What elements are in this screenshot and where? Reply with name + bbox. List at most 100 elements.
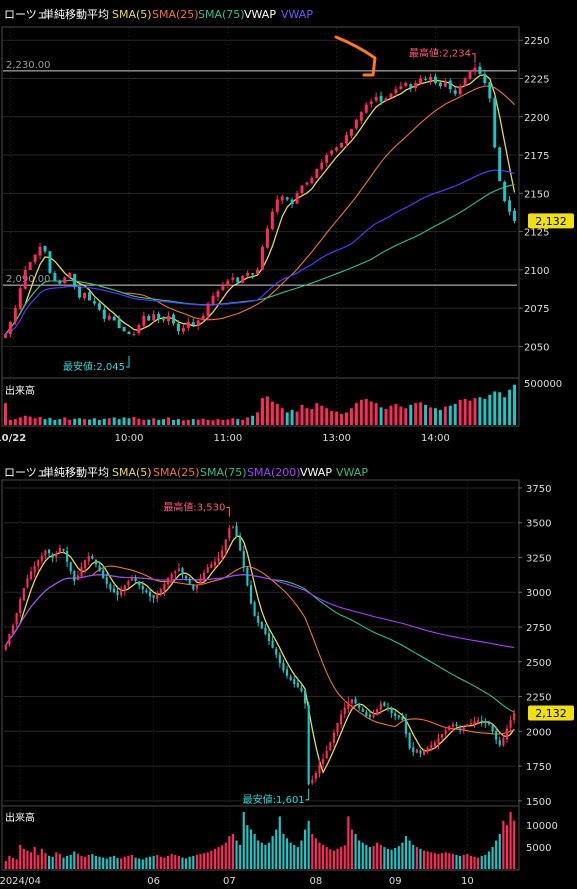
daily-volume-bar — [368, 847, 372, 869]
daily-candle — [448, 725, 451, 731]
intraday-candle — [409, 84, 413, 88]
daily-candle — [350, 699, 354, 704]
intraday-legend-sma5: SMA(5) — [112, 8, 152, 21]
intraday-volume-bar — [73, 418, 77, 425]
daily-candle — [358, 703, 361, 708]
intraday-reference-label: 2,230.00 — [6, 60, 51, 71]
daily-volume-bar — [47, 855, 51, 869]
intraday-volume-bar — [68, 419, 72, 425]
daily-candle — [513, 712, 516, 720]
intraday-candle — [127, 331, 131, 335]
daily-candle — [332, 732, 335, 744]
intraday-header: ローツェ 単純移動平均 SMA(5) SMA(25) SMA(75) VWAP … — [4, 7, 313, 21]
daily-candle — [217, 557, 220, 561]
daily-candle — [397, 715, 400, 718]
daily-volume-bar — [495, 840, 498, 869]
daily-candle — [372, 714, 375, 718]
intraday-volume-bar — [181, 420, 185, 425]
intraday-low-marker — [126, 356, 130, 368]
daily-candle — [347, 702, 350, 709]
daily-volume-bar — [192, 855, 195, 869]
daily-volume-bar — [213, 848, 217, 869]
intraday-candle — [43, 246, 47, 252]
intraday-candle — [335, 147, 339, 151]
intraday-candle — [186, 321, 190, 328]
intraday-volume-bar — [23, 415, 27, 425]
intraday-volume-bar — [315, 403, 319, 425]
intraday-volume-bar — [433, 408, 437, 425]
intraday-candle — [107, 315, 111, 320]
daily-volume-bar — [426, 851, 429, 869]
daily-volume-bar — [40, 848, 43, 869]
daily-candle — [47, 549, 51, 554]
intraday-candle — [394, 89, 398, 94]
daily-candle — [253, 602, 256, 616]
daily-volume-bar — [365, 844, 368, 869]
intraday-candle — [226, 280, 230, 286]
intraday-candle — [429, 76, 432, 81]
intraday-volume-bar — [191, 419, 195, 425]
intraday-y-tick-label: 2150 — [524, 189, 549, 200]
intraday-volume-bar — [186, 419, 190, 425]
intraday-volume-bar — [349, 408, 353, 425]
daily-volume-bar — [22, 848, 25, 869]
daily-sma5-line — [5, 535, 515, 774]
intraday-candle — [63, 277, 67, 283]
intraday-candle — [221, 285, 225, 291]
daily-header: ローツェ 単純移動平均 SMA(5) SMA(25) SMA(75) SMA(2… — [4, 465, 368, 479]
daily-volume-tick-label: 10000 — [526, 821, 558, 832]
daily-candle — [148, 591, 152, 597]
daily-candle — [19, 599, 22, 614]
daily-volume-bar — [51, 856, 54, 869]
intraday-volume-bar — [354, 403, 358, 425]
daily-volume-bar — [404, 836, 408, 869]
daily-candle — [15, 613, 18, 625]
daily-candle — [401, 716, 404, 721]
daily-candle — [408, 732, 411, 748]
intraday-y-tick-label: 2250 — [524, 36, 549, 47]
daily-volume-bar — [513, 820, 516, 869]
daily-candle — [8, 633, 11, 645]
intraday-candle — [8, 321, 12, 335]
intraday-reference-label: 2,090.00 — [6, 274, 51, 285]
intraday-volume-bar — [429, 407, 432, 425]
daily-volume-bar — [141, 859, 144, 869]
intraday-candle — [295, 193, 299, 204]
daily-y-tick-label: 3000 — [526, 588, 551, 599]
intraday-volume-bar — [503, 397, 507, 425]
intraday-volume-bar — [320, 405, 324, 425]
daily-volume-bar — [350, 829, 354, 869]
intraday-symbol: ローツェ — [4, 8, 48, 21]
intraday-volume-bar — [290, 409, 294, 425]
intraday-volume-bar — [201, 418, 205, 425]
intraday-candle — [493, 98, 497, 148]
intraday-y-tick-label: 2075 — [524, 304, 549, 315]
intraday-volume-bar — [340, 414, 344, 425]
intraday-volume-bar — [152, 418, 156, 425]
intraday-volume-bar — [127, 418, 131, 425]
daily-candle — [498, 740, 501, 746]
intraday-volume-bar — [28, 416, 32, 425]
daily-volume-bar — [347, 816, 350, 869]
daily-candle — [379, 703, 382, 710]
daily-candle — [340, 714, 343, 725]
daily-volume-bar — [188, 856, 191, 869]
daily-candle — [66, 550, 69, 562]
intraday-candle — [167, 315, 171, 322]
daily-candle — [87, 556, 90, 562]
intraday-volume-bar — [97, 419, 101, 425]
daily-volume-bar — [433, 853, 436, 869]
intraday-volume-bar — [236, 419, 240, 425]
daily-volume-bar — [177, 855, 180, 869]
daily-volume-bar — [430, 852, 433, 869]
daily-volume-frame — [1, 805, 520, 871]
intraday-volume-bar — [53, 419, 57, 425]
intraday-volume-bar — [310, 409, 314, 425]
daily-symbol: ローツェ — [4, 466, 48, 479]
daily-volume-bar — [8, 855, 11, 869]
intraday-candle — [241, 275, 245, 283]
daily-volume-bar — [134, 857, 137, 869]
daily-candle — [22, 588, 25, 601]
intraday-volume-bar — [18, 417, 22, 425]
